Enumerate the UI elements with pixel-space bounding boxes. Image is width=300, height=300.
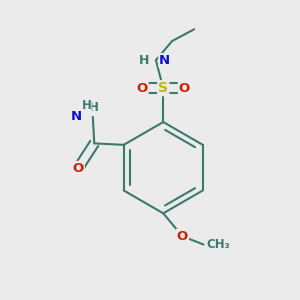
Text: S: S xyxy=(158,81,168,95)
Text: N: N xyxy=(70,110,82,123)
Text: CH₃: CH₃ xyxy=(206,238,230,251)
Text: O: O xyxy=(179,82,190,95)
Text: H: H xyxy=(82,99,92,112)
Text: N: N xyxy=(159,54,170,67)
Text: O: O xyxy=(136,82,148,95)
Text: O: O xyxy=(177,230,188,243)
Text: H: H xyxy=(88,101,98,114)
Text: O: O xyxy=(73,162,84,175)
Text: H: H xyxy=(139,54,149,67)
